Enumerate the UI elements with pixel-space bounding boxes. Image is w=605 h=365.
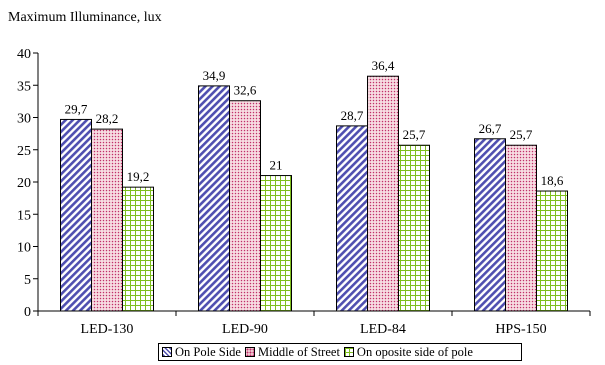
bar-2 xyxy=(122,186,154,312)
data-label: 34,9 xyxy=(203,68,226,83)
axes: 0 5 10 15 20 25 30 35 40 LED-130 LED-90 LED-84 HPS-1… xyxy=(17,47,591,337)
data-label: 26,7 xyxy=(479,121,502,136)
bar-chart: 0 5 10 15 20 25 30 35 40 LED-130 LED-90 LED-84 HPS-1… xyxy=(17,47,591,337)
data-label: 18,6 xyxy=(541,173,564,188)
data-label: 21 xyxy=(270,158,283,173)
x-tick-label: LED-130 xyxy=(81,322,134,337)
bar-2 xyxy=(398,144,430,312)
bar-0 xyxy=(60,118,92,312)
bar-1 xyxy=(91,128,123,312)
data-label: 32,6 xyxy=(234,83,257,98)
y-tick-label: 40 xyxy=(17,47,31,62)
bar-2 xyxy=(536,190,568,312)
data-label: 28,2 xyxy=(96,111,119,126)
legend-label-middle-of-street: Middle of Street xyxy=(257,344,340,359)
data-label: 29,7 xyxy=(65,101,88,116)
x-tick-label: LED-84 xyxy=(360,322,406,337)
legend-swatch-middle-of-street xyxy=(244,347,255,357)
bar-1 xyxy=(367,75,399,312)
data-label: 28,7 xyxy=(341,108,364,123)
bar-0 xyxy=(336,125,368,312)
legend-swatch-opposite-side xyxy=(343,347,354,357)
legend-item-middle-of-street: Middle of Street xyxy=(244,344,340,360)
legend-item-opposite-side: On oposite side of pole xyxy=(343,344,473,360)
y-tick-label: 5 xyxy=(24,273,31,288)
bar-0 xyxy=(474,138,506,312)
data-label: 25,7 xyxy=(510,127,533,142)
bar-0 xyxy=(198,85,230,312)
data-label: 19,2 xyxy=(127,169,150,184)
bar-1 xyxy=(229,100,261,312)
y-tick-label: 20 xyxy=(17,176,31,191)
x-tick-label: LED-90 xyxy=(222,322,268,337)
y-tick-label: 30 xyxy=(17,112,31,127)
data-label: 36,4 xyxy=(372,58,395,73)
data-labels: 29,7 28,2 19,2 34,9 32,6 21 28,7 36,4 25,7 26,7 25… xyxy=(65,58,564,188)
y-tick-label: 35 xyxy=(17,79,31,94)
y-tick-label: 0 xyxy=(24,305,31,320)
legend-label-on-pole-side: On Pole Side xyxy=(175,344,241,359)
y-tick-label: 25 xyxy=(17,144,31,159)
legend: On Pole Side Middle of Street On oposite… xyxy=(158,343,522,361)
y-tick-label: 15 xyxy=(17,208,31,223)
legend-label-opposite-side: On oposite side of pole xyxy=(356,344,473,359)
bar-2 xyxy=(260,175,292,312)
data-label: 25,7 xyxy=(403,127,426,142)
y-axis-title: Maximum Illuminance, lux xyxy=(8,10,162,25)
legend-swatch-on-pole-side xyxy=(162,347,172,357)
y-tick-label: 10 xyxy=(17,241,31,256)
legend-item-on-pole-side: On Pole Side xyxy=(162,345,241,360)
bars xyxy=(60,75,568,312)
x-tick-label: HPS-150 xyxy=(495,322,546,337)
bar-1 xyxy=(505,144,537,312)
